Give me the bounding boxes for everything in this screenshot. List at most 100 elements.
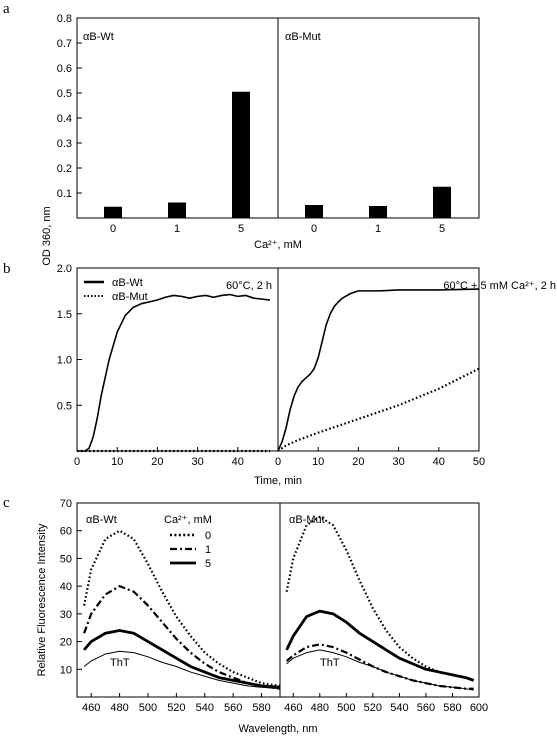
panel-a-y-tick-label: 0.3 bbox=[57, 138, 72, 150]
panel-c-series-line bbox=[83, 629, 281, 689]
panel-c-x-tick-label: 500 bbox=[139, 702, 157, 714]
panel-b-series-line bbox=[277, 288, 480, 452]
panel-c-legend: Ca²⁺, mM 0 1 5 bbox=[164, 514, 212, 570]
panel-b-x-tick-label: 40 bbox=[232, 456, 244, 468]
panel-a-y-tick-label: 0.4 bbox=[57, 113, 72, 125]
panel-c-y-tick-label: 40 bbox=[60, 581, 72, 593]
legend-label-1: 1 bbox=[205, 544, 211, 556]
panel-b-x-tick-label: 20 bbox=[352, 456, 364, 468]
panel-letter-a: a bbox=[3, 1, 10, 17]
panel-a-y-tick-label: 0.1 bbox=[57, 188, 72, 200]
panel-b-x-axis-title: Time, min bbox=[254, 475, 302, 487]
panel-a-y-tick-label: 0.7 bbox=[57, 38, 72, 50]
panel-c-x-tick-label: 560 bbox=[417, 702, 435, 714]
panel-a-x-axis-title: Ca²⁺, mM bbox=[254, 239, 302, 251]
panel-a-bar bbox=[433, 186, 451, 218]
panel-c-x-tick-label: 540 bbox=[390, 702, 408, 714]
panel-b-x-tick-label: 30 bbox=[191, 456, 203, 468]
panel-a-y-tick-label: 0.8 bbox=[57, 13, 72, 25]
panel-a-bar bbox=[305, 205, 323, 218]
legend-title-ca: Ca²⁺, mM bbox=[164, 514, 212, 526]
panel-c-series-line bbox=[285, 515, 475, 682]
legend-label-5: 5 bbox=[205, 558, 211, 570]
panel-c-x-tick-label: 460 bbox=[284, 702, 302, 714]
panel-c-x-tick-label: 600 bbox=[470, 702, 488, 714]
panel-b-left-condition: 60°C, 2 h bbox=[226, 280, 272, 292]
panel-c-y-axis-title: Relative Fluorescence Intensity bbox=[36, 523, 48, 676]
panel-a-y-tick-label: 0.5 bbox=[57, 88, 72, 100]
panel-c-x-tick-label: 480 bbox=[311, 702, 329, 714]
panel-b-series-line bbox=[77, 293, 271, 452]
panel-c-x-tick-label: 580 bbox=[443, 702, 461, 714]
panel-c-y-tick-label: 20 bbox=[60, 637, 72, 649]
y-axis-title-od: OD 360, nm bbox=[41, 206, 53, 265]
panel-c: Relative Fluorescence Intensity 10203040… bbox=[36, 498, 488, 735]
panel-b-right-condition: 60°C + 5 mM Ca²⁺, 2 h bbox=[443, 280, 556, 292]
legend-label-0: 0 bbox=[205, 530, 211, 542]
panel-c-lines bbox=[83, 515, 475, 691]
panel-b-lines bbox=[77, 288, 480, 453]
panel-c-frame bbox=[76, 502, 480, 698]
panel-b-x-tick-label: 40 bbox=[433, 456, 445, 468]
panel-a-bar bbox=[168, 202, 186, 218]
panel-a-y-tick-label: 0.6 bbox=[57, 63, 72, 75]
panel-a-x-tick-label: 0 bbox=[110, 223, 116, 235]
panel-b-y-tick-label: 2.0 bbox=[57, 263, 72, 275]
panel-c-left-tht-label: ThT bbox=[110, 657, 130, 669]
panel-a-bar bbox=[104, 206, 122, 218]
panel-b-legend: αB-Wt αB-Mut bbox=[84, 277, 148, 303]
panel-b-series-line bbox=[277, 367, 480, 452]
panel-b-x-tick-label: 10 bbox=[111, 456, 123, 468]
panel-b-y-tick-label: 1.5 bbox=[57, 309, 72, 321]
panel-b-y-ticks: 0.5 1.0 1.5 2.0 bbox=[57, 263, 82, 412]
panel-b-x-tick-label: 0 bbox=[74, 456, 80, 468]
panel-a-x-tick-label: 0 bbox=[311, 223, 317, 235]
panel-c-x-ticks: 460 480 500 520 540 560 580 460 480 500 520 540 560 5… bbox=[82, 693, 488, 714]
panel-a-y-tick-label: 0.2 bbox=[57, 163, 72, 175]
panel-c-y-tick-label: 70 bbox=[60, 498, 72, 510]
panel-a-x-tick-label: 1 bbox=[174, 223, 180, 235]
panel-letter-b: b bbox=[3, 261, 11, 277]
panel-b-x-tick-label: 30 bbox=[392, 456, 404, 468]
panel-b-x-tick-label: 20 bbox=[151, 456, 163, 468]
panel-c-series-line bbox=[83, 650, 281, 690]
panel-a-x-tick-label: 5 bbox=[439, 223, 445, 235]
panel-c-x-tick-label: 560 bbox=[224, 702, 242, 714]
panel-a: 0.1 0.2 0.3 0.4 0.5 0.6 0.7 0.8 0 1 5 0 1 5 αB-Wt αB… bbox=[57, 13, 480, 251]
panel-a-right-label: αB-Mut bbox=[285, 31, 321, 43]
panel-a-x-tick-label: 1 bbox=[375, 223, 381, 235]
panel-c-series-line bbox=[83, 585, 281, 690]
panel-a-left-label: αB-Wt bbox=[83, 31, 114, 43]
panel-c-x-tick-label: 580 bbox=[252, 702, 270, 714]
panel-c-x-axis-title: Wavelength, nm bbox=[238, 723, 317, 735]
panel-b: 0.5 1.0 1.5 2.0 0 10 20 30 40 0 10 20 30 40 50 αB-Wt … bbox=[57, 263, 556, 487]
panel-letter-c: c bbox=[3, 495, 10, 511]
panel-a-bar bbox=[369, 206, 387, 218]
panel-b-x-ticks: 0 10 20 30 40 0 10 20 30 40 50 bbox=[74, 447, 485, 468]
panel-c-x-tick-label: 460 bbox=[82, 702, 100, 714]
panel-c-right-label: αB-Mut bbox=[289, 514, 325, 526]
panel-a-y-ticks: 0.1 0.2 0.3 0.4 0.5 0.6 0.7 0.8 bbox=[57, 13, 82, 200]
legend-label-wt: αB-Wt bbox=[112, 277, 143, 289]
panel-a-bars bbox=[104, 91, 451, 218]
legend-label-mut: αB-Mut bbox=[112, 291, 148, 303]
panel-c-left-label: αB-Wt bbox=[86, 514, 117, 526]
panel-b-x-tick-label: 0 bbox=[275, 456, 281, 468]
panel-c-y-tick-label: 50 bbox=[60, 553, 72, 565]
panel-a-bar bbox=[232, 91, 250, 218]
panel-a-x-ticks: 0 1 5 0 1 5 bbox=[110, 223, 445, 235]
panel-c-y-tick-label: 30 bbox=[60, 609, 72, 621]
panel-b-y-tick-label: 1.0 bbox=[57, 355, 72, 367]
panel-a-x-tick-label: 5 bbox=[238, 223, 244, 235]
panel-c-series-line bbox=[286, 649, 474, 691]
panel-c-x-tick-label: 500 bbox=[337, 702, 355, 714]
panel-c-y-tick-label: 10 bbox=[60, 664, 72, 676]
panel-c-series-line bbox=[285, 609, 475, 682]
panel-c-x-tick-label: 540 bbox=[196, 702, 214, 714]
panel-c-y-tick-label: 60 bbox=[60, 526, 72, 538]
panel-c-y-ticks: 10 20 30 40 50 60 70 bbox=[60, 498, 82, 676]
panel-b-x-tick-label: 50 bbox=[473, 456, 485, 468]
panel-c-x-tick-label: 480 bbox=[110, 702, 128, 714]
panel-b-y-tick-label: 0.5 bbox=[57, 400, 72, 412]
